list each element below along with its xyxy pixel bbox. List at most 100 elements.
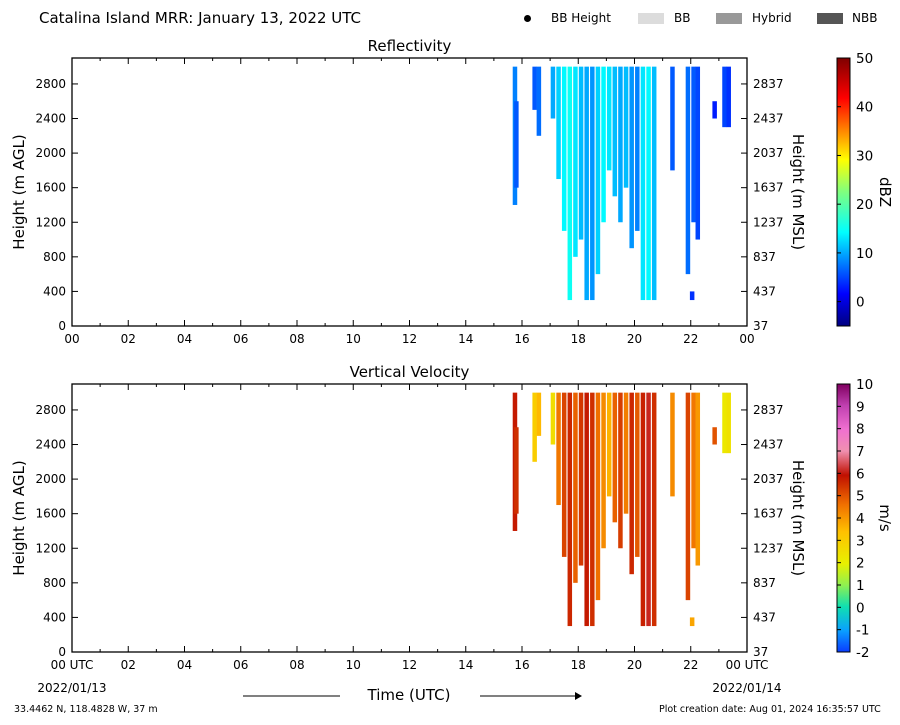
panel-reflectivity-xtick-label-22: 22 xyxy=(683,332,698,346)
x-axis-label: Time (UTC) xyxy=(367,686,451,704)
panel-vertical-velocity-data-column-24 xyxy=(685,392,691,601)
panel-vertical-velocity-data-column-7 xyxy=(567,392,573,627)
legend-label-bb-height: BB Height xyxy=(551,11,611,25)
panel-vertical-velocity-xtick-label-10: 10 xyxy=(346,658,361,672)
panel-vertical-velocity-data-column-19 xyxy=(635,392,640,557)
panel-vertical-velocity-data-column-12 xyxy=(595,392,601,601)
panel-vertical-velocity-data-column-29 xyxy=(722,392,727,454)
plot-creation-date: Plot creation date: Aug 01, 2024 16:35:5… xyxy=(659,704,881,715)
panel-reflectivity-title: Reflectivity xyxy=(368,37,452,55)
panel-vertical-velocity-colorbar-tick-label-4: 2 xyxy=(856,556,865,572)
panel-reflectivity-data-column-5 xyxy=(556,66,561,180)
panel-reflectivity-data-column-17 xyxy=(623,66,629,188)
panel-vertical-velocity-data-column-21 xyxy=(646,392,651,627)
legend-swatch-nbb xyxy=(817,13,843,24)
panel-vertical-velocity-ytick-right-label-0: 37 xyxy=(753,645,768,659)
panel-reflectivity-data-column-23 xyxy=(670,66,675,171)
panel-reflectivity-colorbar-tick-label-1: 10 xyxy=(856,246,873,262)
panel-reflectivity-data-column-2 xyxy=(532,66,537,110)
panel-vertical-velocity-data-column-28 xyxy=(712,427,717,445)
panel-reflectivity-ytick-right-label-2: 837 xyxy=(753,250,776,264)
panel-vertical-velocity-ytick-left-label-1: 400 xyxy=(43,610,66,624)
panel-vertical-velocity-colorbar-tick-label-6: 4 xyxy=(856,511,865,527)
panel-vertical-velocity-xtick-label-16: 16 xyxy=(514,658,529,672)
legend-label-nbb: NBB xyxy=(852,11,878,25)
panel-vertical-velocity-ytick-left-label-4: 1600 xyxy=(35,507,66,521)
panel-vertical-velocity-ytick-left-label-6: 2400 xyxy=(35,438,66,452)
panel-vertical-velocity-data-column-10 xyxy=(584,392,589,627)
panel-reflectivity-data-column-8 xyxy=(573,66,578,257)
legend-label-bb: BB xyxy=(674,11,691,25)
panel-vertical-velocity-xtick-label-0: 00 UTC xyxy=(51,658,94,672)
panel-reflectivity-data-column-27 xyxy=(689,291,695,301)
panel-reflectivity-ytick-right-label-1: 437 xyxy=(753,284,776,298)
panel-vertical-velocity-data-column-6 xyxy=(561,392,567,557)
panel-vertical-velocity-ytick-right-label-4: 1637 xyxy=(753,507,784,521)
panel-vertical-velocity-data-column-2 xyxy=(532,392,537,462)
panel-reflectivity-data-column-21 xyxy=(646,66,651,301)
panel-vertical-velocity-xtick-label-2: 02 xyxy=(121,658,136,672)
panel-reflectivity-ytick-left-label-4: 1600 xyxy=(35,181,66,195)
panel-reflectivity-colorbar-tick-label-0: 0 xyxy=(856,295,865,311)
panel-vertical-velocity-data-column-13 xyxy=(601,392,606,549)
figure-title: Catalina Island MRR: January 13, 2022 UT… xyxy=(39,9,362,27)
panel-vertical-velocity-colorbar-tick-label-9: 7 xyxy=(856,444,865,460)
panel-vertical-velocity-xtick-label-12: 12 xyxy=(402,658,417,672)
panel-reflectivity-xtick-label-4: 04 xyxy=(177,332,192,346)
panel-reflectivity-frame xyxy=(71,57,748,327)
panel-reflectivity-colorbar-tick-label-2: 20 xyxy=(856,197,873,213)
panel-reflectivity-ytick-right-label-3: 1237 xyxy=(753,215,784,229)
panel-vertical-velocity-colorbar-tick-label-2: 0 xyxy=(856,600,865,616)
legend-swatch-bb xyxy=(638,13,664,24)
station-location: 33.4462 N, 118.4828 W, 37 m xyxy=(14,704,158,715)
panel-reflectivity-xtick-label-12: 12 xyxy=(402,332,417,346)
panel-vertical-velocity-xtick-label-22: 22 xyxy=(683,658,698,672)
panel-reflectivity-xtick-label-20: 20 xyxy=(627,332,642,346)
panel-reflectivity-data-column-6 xyxy=(561,66,567,231)
panel-vertical-velocity-data-column-8 xyxy=(573,392,578,583)
panel-reflectivity-ytick-left-label-1: 400 xyxy=(43,284,66,298)
panel-reflectivity-colorbar-tick-label-3: 30 xyxy=(856,148,873,164)
panel-reflectivity-ytick-right-label-4: 1637 xyxy=(753,181,784,195)
panel-vertical-velocity-ytick-right-label-3: 1237 xyxy=(753,541,784,555)
panel-vertical-velocity-ytick-right-label-7: 2837 xyxy=(753,403,784,417)
panel-reflectivity-ytick-right-label-5: 2037 xyxy=(753,146,784,160)
panel-reflectivity-data-column-16 xyxy=(618,66,623,223)
panel-reflectivity-data-column-15 xyxy=(612,66,618,197)
panel-vertical-velocity-ytick-left-label-2: 800 xyxy=(43,576,66,590)
panel-reflectivity-ytick-left-label-6: 2400 xyxy=(35,112,66,126)
panel-reflectivity-ylabel-left: Height (m AGL) xyxy=(10,134,28,249)
panel-vertical-velocity-ytick-right-label-5: 2037 xyxy=(753,472,784,486)
panel-reflectivity-data-column-13 xyxy=(601,66,606,223)
panel-vertical-velocity-colorbar-tick-label-12: 10 xyxy=(856,377,873,393)
panel-reflectivity-data-column-20 xyxy=(640,66,646,301)
panel-reflectivity-ytick-left-label-2: 800 xyxy=(43,250,66,264)
panel-vertical-velocity-title: Vertical Velocity xyxy=(350,363,470,381)
panel-vertical-velocity-xtick-label-20: 20 xyxy=(627,658,642,672)
x-start-date: 2022/01/13 xyxy=(37,681,106,695)
panel-reflectivity-xtick-label-6: 06 xyxy=(233,332,248,346)
panel-vertical-velocity-data-column-1 xyxy=(514,427,519,514)
panel-vertical-velocity-ylabel-left: Height (m AGL) xyxy=(10,460,28,575)
panel-vertical-velocity-data-column-17 xyxy=(623,392,629,514)
panel-vertical-velocity-colorbar-tick-label-7: 5 xyxy=(856,489,865,505)
panel-reflectivity-colorbar-tick-label-5: 50 xyxy=(856,51,873,67)
panel-vertical-velocity-ytick-left-label-5: 2000 xyxy=(35,472,66,486)
x-axis-arrowhead xyxy=(575,692,582,700)
legend-swatch-hybrid xyxy=(716,13,742,24)
panel-vertical-velocity-ytick-left-label-3: 1200 xyxy=(35,541,66,555)
panel-reflectivity-data-column-19 xyxy=(635,66,640,231)
panel-vertical-velocity-xtick-label-18: 18 xyxy=(571,658,586,672)
panel-reflectivity-colorbar-tick-label-4: 40 xyxy=(856,100,873,116)
panel-reflectivity-data-column-24 xyxy=(685,66,691,275)
panel-vertical-velocity-xtick-label-8: 08 xyxy=(289,658,304,672)
panel-reflectivity-ytick-right-label-7: 2837 xyxy=(753,77,784,91)
panel-reflectivity-data-column-4 xyxy=(550,66,556,119)
panel-reflectivity-ytick-left-label-3: 1200 xyxy=(35,215,66,229)
panel-reflectivity-data-column-9 xyxy=(578,66,584,240)
panel-reflectivity-xtick-label-24: 00 xyxy=(739,332,754,346)
panel-vertical-velocity-frame xyxy=(71,383,748,653)
panel-reflectivity-data-column-30 xyxy=(726,66,731,128)
panel-vertical-velocity-data-column-26 xyxy=(695,392,701,566)
panel-reflectivity-data-column-3 xyxy=(536,66,542,136)
